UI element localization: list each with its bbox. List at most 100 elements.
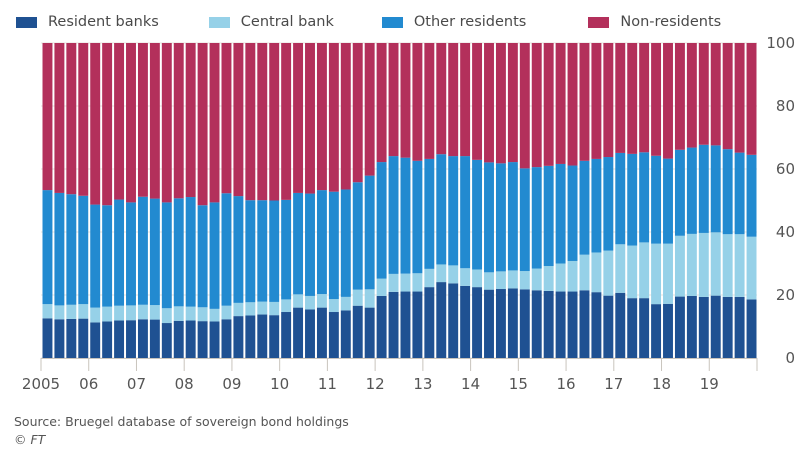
bar-segment-non-residents [674,43,685,150]
bar-segment-non-residents [257,43,268,201]
y-tick-label: 80 [776,97,795,115]
bar-segment-resident-banks [245,315,256,358]
bar-segment-other-residents [400,157,411,274]
bar-segment-non-residents [603,43,614,158]
bar-segment-central-bank [364,289,375,308]
bar-segment-other-residents [352,182,363,290]
bar-segment-other-residents [615,152,626,245]
bar-segment-other-residents [722,149,733,235]
bar-segment-central-bank [185,306,196,321]
bar-segment-other-residents [448,156,459,266]
bar-segment-other-residents [507,162,518,271]
bar-segment-non-residents [364,43,375,176]
bar-segment-non-residents [627,43,638,154]
bar-segment-other-residents [257,200,268,302]
bar-segment-other-residents [209,202,220,309]
chart-legend: Resident banks Central bank Other reside… [16,12,721,32]
bar-segment-non-residents [567,43,578,166]
bar-segment-non-residents [460,43,471,157]
bar-segment-other-residents [149,198,160,306]
bar-segment-other-residents [78,195,89,305]
bar-segment-central-bank [78,304,89,319]
bar-segment-central-bank [567,260,578,292]
bar-segment-non-residents [651,43,662,156]
bar-segment-non-residents [686,43,697,148]
bar-segment-other-residents [364,175,375,290]
bar-segment-central-bank [173,306,184,321]
bar-segment-resident-banks [66,318,77,358]
bar-segment-other-residents [197,205,208,308]
bar-segment-non-residents [495,43,506,164]
bar-segment-central-bank [114,305,125,321]
bar-segment-resident-banks [305,309,315,358]
bar-segment-central-bank [603,250,614,296]
bar-segment-central-bank [328,299,339,313]
bar-segment-other-residents [710,145,721,233]
source-note: Source: Bruegel database of sovereign bo… [14,414,349,429]
legend-item-resident-banks: Resident banks [16,12,159,32]
bar-segment-resident-banks [639,298,650,358]
x-tick-label: 10 [270,375,289,393]
bar-segment-resident-banks [114,320,125,358]
bar-segment-central-bank [710,232,721,296]
bar-segment-resident-banks [519,289,530,358]
x-tick-label: 12 [366,375,385,393]
y-tick-label: 100 [766,34,795,52]
bar-segment-non-residents [197,43,208,206]
y-tick-label: 60 [776,160,795,178]
bar-segment-other-residents [245,200,256,303]
bar-segment-non-residents [424,43,435,159]
x-tick-label: 19 [700,375,719,393]
bar-segment-resident-banks [651,304,662,358]
bar-segment-other-residents [221,193,232,306]
bar-segment-central-bank [352,289,363,306]
bar-segment-non-residents [269,43,280,201]
bar-segment-resident-banks [185,320,196,358]
bar-segment-resident-banks [221,319,232,358]
copyright: © FT [14,432,46,447]
legend-item-other-residents: Other residents [381,12,526,32]
y-tick-label: 20 [776,286,795,304]
bar-segment-resident-banks [734,296,745,358]
bar-segment-resident-banks [233,316,244,358]
bar-segment-central-bank [376,278,387,296]
legend-item-central-bank: Central bank [208,12,334,32]
bar-segment-resident-banks [722,296,733,358]
bar-segment-non-residents [376,43,387,163]
bar-segment-central-bank [233,302,244,317]
bar-segment-resident-banks [495,289,506,358]
bar-segment-non-residents [519,43,530,169]
x-tick-label: 14 [461,375,480,393]
bar-segment-non-residents [579,43,590,161]
bar-segment-resident-banks [161,323,172,358]
y-tick-label: 40 [776,223,795,241]
bar-segment-resident-banks [209,321,220,358]
bar-segment-resident-banks [90,322,101,358]
bar-segment-resident-banks [627,298,638,358]
bar-segment-non-residents [615,43,626,153]
bar-segment-other-residents [328,191,339,300]
bar-segment-other-residents [627,153,638,246]
bar-segment-central-bank [686,233,697,296]
bar-segment-resident-banks [698,296,709,358]
bar-segment-resident-banks [364,307,375,358]
bar-segment-central-bank [388,273,399,292]
bar-segment-other-residents [424,158,435,269]
bar-segment-other-residents [674,149,685,236]
bar-segment-non-residents [639,43,650,153]
bar-segment-central-bank [42,304,53,319]
bar-segment-resident-banks [137,319,148,358]
bar-segment-resident-banks [484,289,494,358]
bar-segment-resident-banks [54,319,65,358]
bar-segment-central-bank [90,307,101,323]
bar-segment-resident-banks [531,290,542,358]
bar-segment-central-bank [674,235,685,297]
bar-segment-other-residents [472,159,483,270]
bar-segment-non-residents [340,43,351,190]
bar-segment-central-bank [102,306,113,322]
bar-segment-non-residents [531,43,542,168]
bar-segment-central-bank [639,242,650,299]
bar-segment-other-residents [316,190,327,295]
x-tick-label: 18 [652,375,671,393]
bar-segment-non-residents [233,43,244,197]
